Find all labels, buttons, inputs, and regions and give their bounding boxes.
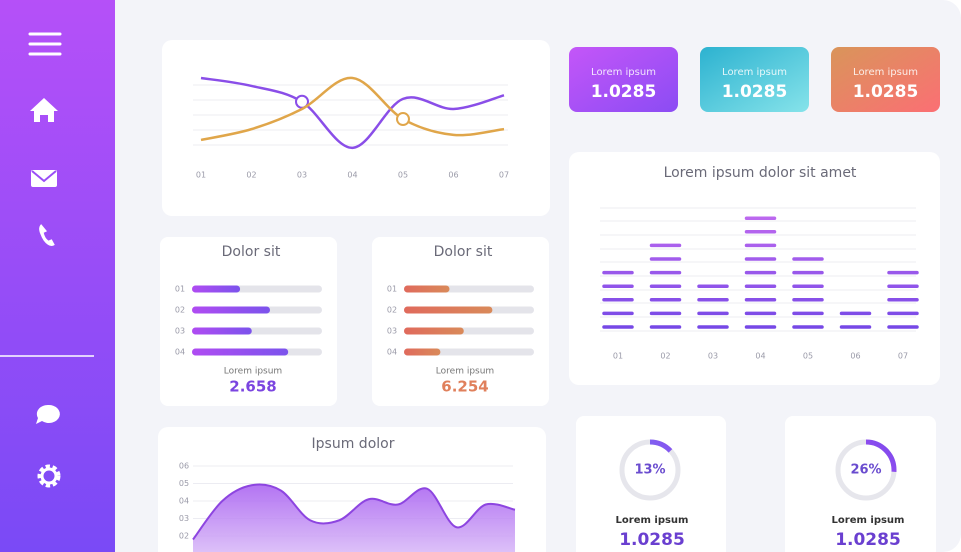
x-tick-label: 01	[613, 352, 623, 361]
footer-label: Lorem ipsum	[436, 367, 494, 377]
x-tick-label: 06	[448, 171, 458, 180]
x-tick-label: 04	[755, 352, 765, 361]
bar	[649, 243, 682, 329]
x-tick-label: 05	[803, 352, 813, 361]
sidebar-icons[interactable]	[0, 32, 94, 488]
donut-label: 26%	[850, 463, 881, 478]
area-line	[192, 483, 516, 541]
stat-label: Lorem ipsum	[722, 67, 787, 78]
line-series	[200, 76, 505, 142]
x-tick-label: 02	[660, 352, 670, 361]
x-tick-label: 07	[898, 352, 908, 361]
donut-arc	[835, 439, 897, 501]
mail-icon[interactable]	[31, 170, 57, 187]
row-label: 03	[175, 327, 185, 336]
row-label: 04	[387, 348, 397, 357]
footer-label: Lorem ipsum	[224, 367, 282, 377]
x-tick-label: 03	[708, 352, 718, 361]
footer-value: 2.658	[229, 378, 276, 396]
stat-label: Lorem ipsum	[853, 67, 918, 78]
stat-value: 1.0285	[722, 82, 788, 102]
progress-card	[160, 237, 337, 406]
stat-card	[569, 47, 678, 112]
point-marker	[396, 112, 410, 127]
stat-card	[831, 47, 940, 112]
bar	[839, 311, 872, 329]
row-label: 01	[387, 285, 397, 294]
x-tick-label: 03	[297, 171, 307, 180]
footer-value: 6.254	[441, 378, 488, 396]
progress-bar	[404, 348, 441, 356]
row-label: 02	[175, 306, 185, 315]
progress-bar	[192, 285, 241, 293]
x-tick-label: 04	[347, 171, 357, 180]
progress-bar	[192, 327, 252, 335]
progress-card	[372, 237, 549, 406]
home-icon[interactable]	[30, 98, 58, 122]
x-tick-label: 02	[246, 171, 256, 180]
y-tick-label: 02	[179, 532, 189, 541]
menu-icon[interactable]	[28, 32, 62, 56]
x-tick-label: 01	[196, 171, 206, 180]
x-tick-label: 06	[850, 352, 860, 361]
stat-label: Lorem ipsum	[591, 67, 656, 78]
row-label: 01	[175, 285, 185, 294]
stat-card	[700, 47, 809, 112]
stat-value: 1.0285	[853, 82, 919, 102]
area-chart-title: Ipsum dolor	[312, 436, 395, 452]
bar	[602, 270, 634, 329]
donut-number: 1.0285	[835, 530, 901, 550]
stat-value: 1.0285	[591, 82, 657, 102]
sidebar	[0, 0, 115, 552]
phone-icon[interactable]	[36, 224, 57, 247]
x-tick-label: 07	[499, 171, 509, 180]
y-tick-label: 06	[179, 462, 189, 471]
donut-card	[576, 416, 726, 552]
bar-chart-title: Lorem ipsum dolor sit amet	[664, 165, 857, 181]
bar	[744, 216, 777, 329]
row-label: 03	[387, 327, 397, 336]
donut-label: 13%	[634, 463, 665, 478]
y-tick-label: 03	[179, 514, 189, 523]
bar-chart-guides	[600, 207, 916, 332]
card-title: Dolor sit	[222, 244, 281, 260]
settings-icon[interactable]	[37, 464, 61, 488]
card-title: Dolor sit	[434, 244, 493, 260]
progress-bar	[192, 306, 270, 314]
progress-bar	[192, 348, 289, 356]
row-label: 02	[387, 306, 397, 315]
bar-card	[569, 152, 940, 385]
donut-card	[785, 416, 936, 552]
progress-bar	[404, 306, 493, 314]
chat-icon[interactable]	[36, 404, 60, 424]
donut-arc	[619, 439, 681, 501]
donut-caption: Lorem ipsum	[616, 515, 689, 526]
y-tick-label: 04	[179, 497, 189, 506]
bar	[792, 257, 824, 329]
progress-bar	[404, 327, 464, 335]
donut-caption: Lorem ipsum	[832, 515, 905, 526]
donut-number: 1.0285	[619, 530, 685, 550]
progress-bar	[404, 285, 450, 293]
y-tick-label: 05	[179, 479, 189, 488]
area	[193, 484, 515, 552]
bar	[887, 270, 919, 329]
row-label: 04	[175, 348, 185, 357]
x-tick-label: 05	[398, 171, 408, 180]
bar	[697, 284, 729, 329]
line-card	[162, 40, 550, 216]
line-series	[200, 76, 505, 150]
